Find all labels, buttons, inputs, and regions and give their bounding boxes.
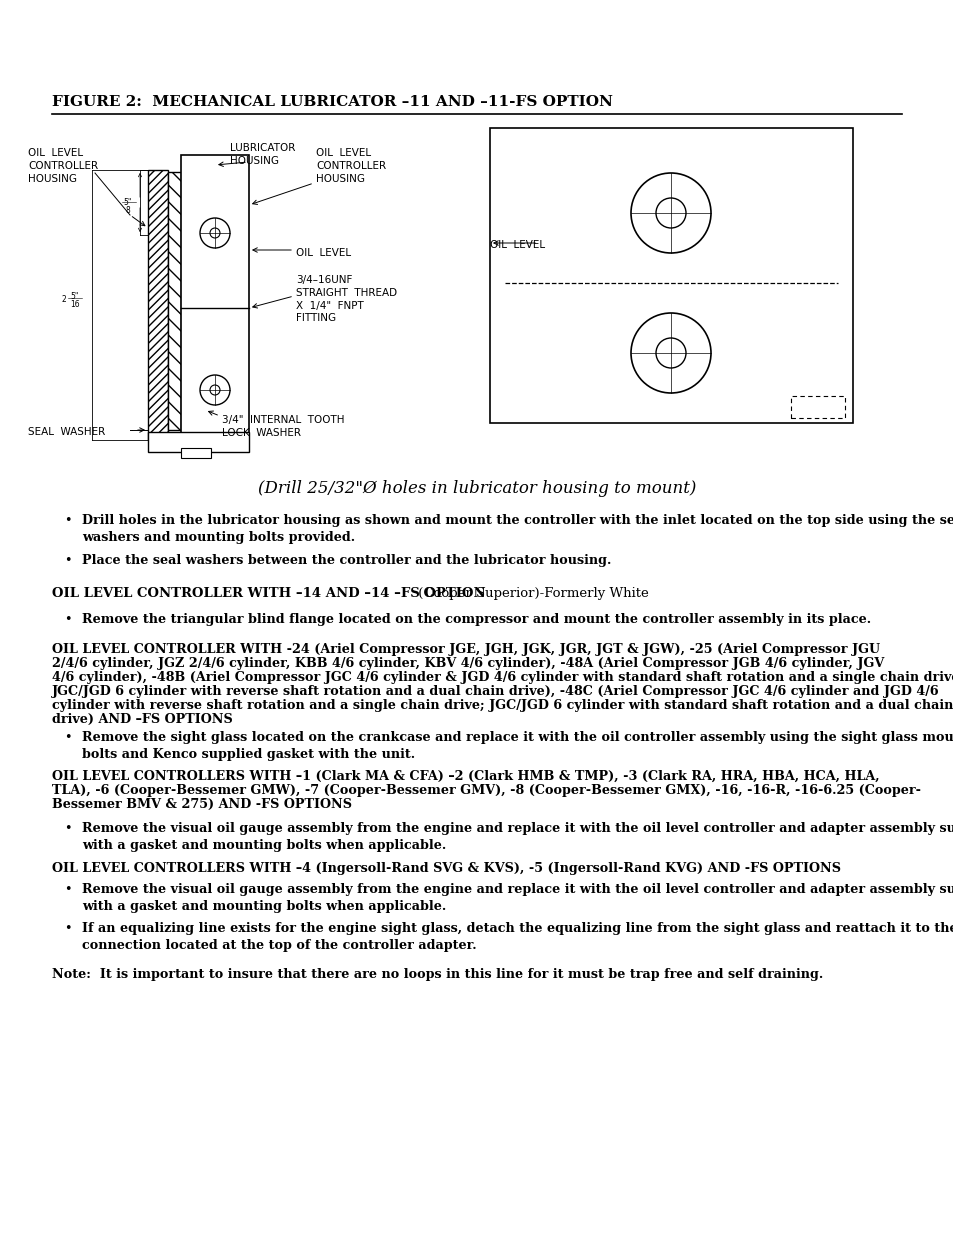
Bar [490, 128, 852, 424]
Text: (Cooper Superior)-Formerly White: (Cooper Superior)-Formerly White [414, 587, 648, 600]
Text: •: • [64, 883, 71, 897]
Text: OIL LEVEL CONTROLLER WITH -24 (Ariel Compressor JGE, JGH, JGK, JGR, JGT & JGW), : OIL LEVEL CONTROLLER WITH -24 (Ariel Com… [52, 643, 880, 656]
Text: drive) AND –FS OPTIONS: drive) AND –FS OPTIONS [52, 713, 233, 726]
Text: 16: 16 [70, 300, 79, 309]
Text: •: • [64, 731, 71, 743]
Text: 5": 5" [124, 198, 132, 207]
Circle shape [656, 198, 685, 228]
Circle shape [630, 173, 710, 253]
Circle shape [210, 228, 220, 238]
Text: JGC/JGD 6 cylinder with reverse shaft rotation and a dual chain drive), -48C (Ar: JGC/JGD 6 cylinder with reverse shaft ro… [52, 685, 939, 698]
Text: cylinder with reverse shaft rotation and a single chain drive; JGC/JGD 6 cylinde: cylinder with reverse shaft rotation and… [52, 699, 952, 713]
Text: 2: 2 [62, 295, 67, 304]
Text: Remove the sight glass located on the crankcase and replace it with the oil cont: Remove the sight glass located on the cr… [82, 731, 953, 761]
Text: 2/4/6 cylinder, JGZ 2/4/6 cylinder, KBB 4/6 cylinder, KBV 4/6 cylinder), -48A (A: 2/4/6 cylinder, JGZ 2/4/6 cylinder, KBB … [52, 657, 883, 671]
Text: OIL LEVEL CONTROLLERS WITH –4 (Ingersoll-Rand SVG & KVS), -5 (Ingersoll-Rand KVG: OIL LEVEL CONTROLLERS WITH –4 (Ingersoll… [52, 862, 841, 876]
Text: OIL  LEVEL
CONTROLLER
HOUSING: OIL LEVEL CONTROLLER HOUSING [28, 148, 98, 184]
Text: OIL  LEVEL
CONTROLLER
HOUSING: OIL LEVEL CONTROLLER HOUSING [315, 148, 386, 184]
Bar [181, 156, 249, 440]
Bar [148, 170, 168, 440]
Text: SEAL  WASHER: SEAL WASHER [28, 427, 105, 437]
Text: 5": 5" [70, 291, 78, 301]
Text: TLA), -6 (Cooper-Bessemer GMW), -7 (Cooper-Bessemer GMV), -8 (Cooper-Bessemer GM: TLA), -6 (Cooper-Bessemer GMW), -7 (Coop… [52, 784, 920, 797]
Text: Place the seal washers between the controller and the lubricator housing.: Place the seal washers between the contr… [82, 555, 611, 567]
Text: •: • [64, 555, 71, 567]
Text: FIGURE 2:  MECHANICAL LUBRICATOR –11 AND –11-FS OPTION: FIGURE 2: MECHANICAL LUBRICATOR –11 AND … [52, 95, 612, 109]
Text: LUBRICATOR
HOUSING: LUBRICATOR HOUSING [230, 143, 295, 165]
Text: Note:  It is important to insure that there are no loops in this line for it mus: Note: It is important to insure that the… [52, 968, 822, 981]
Text: •: • [64, 923, 71, 935]
Text: Remove the visual oil gauge assembly from the engine and replace it with the oil: Remove the visual oil gauge assembly fro… [82, 883, 953, 913]
Bar [790, 396, 844, 417]
Text: Bessemer BMV & 275) AND -FS OPTIONS: Bessemer BMV & 275) AND -FS OPTIONS [52, 798, 352, 811]
Text: 3/4–16UNF
STRAIGHT  THREAD
X  1/4"  FNPT
FITTING: 3/4–16UNF STRAIGHT THREAD X 1/4" FNPT FI… [295, 275, 396, 324]
Text: •: • [64, 823, 71, 835]
Circle shape [630, 312, 710, 393]
Text: 4/6 cylinder), -48B (Ariel Compressor JGC 4/6 cylinder & JGD 4/6 cylinder with s: 4/6 cylinder), -48B (Ariel Compressor JG… [52, 671, 953, 684]
Text: •: • [64, 514, 71, 527]
Text: (Drill 25/32"Ø holes in lubricator housing to mount): (Drill 25/32"Ø holes in lubricator housi… [257, 480, 696, 496]
Text: OIL  LEVEL: OIL LEVEL [295, 248, 351, 258]
Text: OIL LEVEL CONTROLLER WITH –14 AND –14 –FS OPTION: OIL LEVEL CONTROLLER WITH –14 AND –14 –F… [52, 587, 485, 600]
Text: OIL  LEVEL: OIL LEVEL [490, 240, 544, 249]
Circle shape [210, 385, 220, 395]
Bar [148, 432, 249, 452]
Text: •: • [64, 613, 71, 626]
Text: OIL LEVEL CONTROLLERS WITH –1 (Clark MA & CFA) –2 (Clark HMB & TMP), -3 (Clark R: OIL LEVEL CONTROLLERS WITH –1 (Clark MA … [52, 769, 879, 783]
Circle shape [200, 219, 230, 248]
Bar [168, 172, 181, 430]
Text: Remove the triangular blind flange located on the compressor and mount the contr: Remove the triangular blind flange locat… [82, 613, 870, 626]
Text: 3/4"  INTERNAL  TOOTH
LOCK  WASHER: 3/4" INTERNAL TOOTH LOCK WASHER [222, 415, 344, 437]
Text: Drill holes in the lubricator housing as shown and mount the controller with the: Drill holes in the lubricator housing as… [82, 514, 953, 543]
Circle shape [656, 338, 685, 368]
Text: If an equalizing line exists for the engine sight glass, detach the equalizing l: If an equalizing line exists for the eng… [82, 923, 953, 952]
Bar [181, 448, 211, 458]
Text: 8: 8 [126, 206, 131, 215]
Circle shape [200, 375, 230, 405]
Text: Remove the visual oil gauge assembly from the engine and replace it with the oil: Remove the visual oil gauge assembly fro… [82, 823, 953, 852]
